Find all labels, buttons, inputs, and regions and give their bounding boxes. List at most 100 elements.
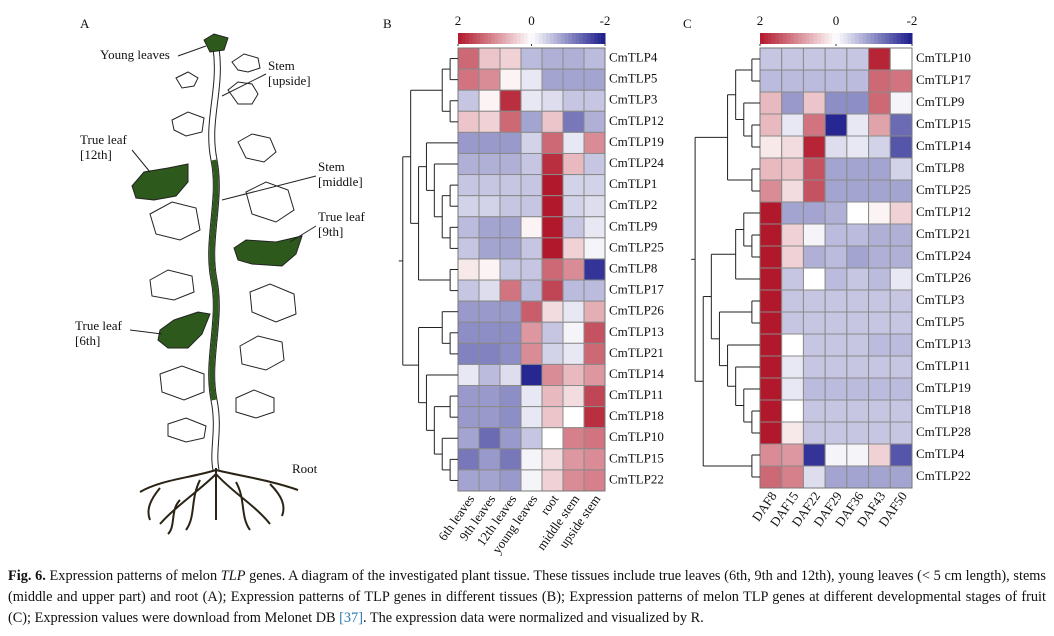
scale-tick-label: 0: [528, 13, 535, 28]
heatmap-cell: [562, 68, 585, 91]
heatmap-cell: [802, 267, 826, 291]
color-scale-segment: [564, 33, 569, 44]
heatmap-cell: [802, 377, 826, 401]
annotation: Stem: [268, 58, 295, 73]
color-scale-segment: [597, 33, 602, 44]
color-scale-segment: [813, 33, 818, 44]
annotation: [upside]: [268, 73, 311, 88]
heatmap-cell: [478, 385, 501, 408]
color-scale-segment: [779, 33, 784, 44]
heatmap-cell: [541, 237, 564, 260]
heatmap-cell: [759, 311, 783, 335]
heatmap-cell: [781, 245, 804, 269]
heatmap-cell: [802, 113, 826, 137]
heatmap-cell: [781, 179, 804, 203]
heatmap-cell: [889, 179, 913, 203]
color-scale-segment: [546, 33, 551, 44]
heatmap-border: [759, 47, 913, 489]
heatmap-cell: [562, 152, 585, 176]
heatmap-cell: [759, 223, 783, 247]
heatmap-cell: [583, 110, 606, 133]
heatmap-cell: [781, 267, 804, 291]
color-scale-segment: [889, 33, 894, 44]
heatmap-cell: [889, 69, 913, 93]
heatmap-cell: [583, 469, 606, 492]
heatmap-cell: [889, 47, 913, 71]
heatmap-cell: [499, 89, 522, 112]
reference-link[interactable]: [37]: [339, 610, 363, 626]
color-scale-segment: [877, 33, 883, 44]
scale-tick-label: 2: [455, 13, 462, 28]
heatmap-cell: [759, 179, 783, 203]
heatmap-cell: [846, 333, 870, 357]
heatmap-cell: [499, 174, 522, 197]
row-label: CmTLP25: [916, 182, 971, 197]
heatmap-cell: [889, 267, 913, 291]
heatmap-cell: [562, 110, 585, 133]
heatmap-cell: [478, 363, 501, 387]
heatmap-cell: [562, 385, 585, 408]
heatmap-cell: [781, 355, 804, 379]
heatmap-cell: [457, 321, 480, 344]
row-label: CmTLP10: [609, 429, 664, 444]
color-scale-segment: [524, 33, 529, 44]
heatmap-cell: [802, 465, 826, 489]
heatmap-cell: [541, 279, 564, 302]
heatmap-cell: [520, 195, 543, 218]
heatmap-cell: [520, 448, 543, 471]
heatmap-cell: [824, 311, 848, 335]
heatmap-cell: [562, 47, 585, 70]
heatmap-cell: [541, 342, 564, 365]
heatmap-cell: [499, 68, 522, 91]
heatmap-cell: [824, 333, 848, 357]
heatmap-cell: [520, 406, 543, 429]
color-scale-segment: [513, 33, 518, 44]
heatmap-cell: [457, 216, 480, 239]
heatmap-cell: [541, 427, 564, 450]
heatmap-cell: [759, 245, 783, 269]
color-scale-segment: [494, 33, 499, 44]
row-label: CmTLP18: [916, 402, 971, 417]
heatmap-cell: [802, 355, 826, 379]
caption-italic: TLP: [220, 568, 246, 584]
color-scale-segment: [790, 33, 795, 44]
heatmap-cell: [781, 157, 804, 181]
heatmap-cell: [583, 385, 606, 408]
color-scale-segment: [520, 33, 525, 44]
heatmap-cell: [520, 110, 543, 133]
heatmap-cell: [499, 131, 522, 154]
color-scale-segment: [549, 33, 555, 44]
heatmap-cell: [583, 279, 606, 302]
color-scale-segment: [586, 33, 591, 44]
heatmap-cell: [846, 135, 870, 159]
heatmap-cell: [846, 157, 870, 181]
heatmap-cell: [520, 131, 543, 154]
heatmap-cell: [457, 448, 480, 471]
heatmap-cell: [889, 355, 913, 379]
color-scale-segment: [908, 33, 913, 44]
heatmap-cell: [802, 91, 826, 115]
color-scale-segment: [858, 33, 864, 44]
heatmap-cell: [759, 135, 783, 159]
heatmap-cell: [478, 427, 501, 450]
heatmap-cell: [868, 377, 891, 401]
caption-label: Fig. 6.: [8, 568, 46, 584]
heatmap-cell: [868, 223, 891, 247]
color-scale-segment: [870, 33, 875, 44]
color-scale-segment: [843, 33, 848, 44]
heatmap-cell: [583, 131, 606, 154]
heatmap-cell: [781, 465, 804, 489]
heatmap-cell: [457, 195, 480, 218]
color-scale-segment: [579, 33, 584, 44]
heatmap-cell: [520, 427, 543, 450]
color-scale-segment: [483, 33, 488, 44]
heatmap-cell: [781, 311, 804, 335]
heatmap-cell: [541, 174, 564, 197]
heatmap-cell: [802, 135, 826, 159]
heatmap-cell: [868, 355, 891, 379]
heatmap-cell: [846, 245, 870, 269]
heatmap-cell: [802, 157, 826, 181]
heatmap-cell: [457, 152, 480, 176]
color-scale-segment: [801, 33, 807, 44]
heatmap-cell: [499, 152, 522, 176]
